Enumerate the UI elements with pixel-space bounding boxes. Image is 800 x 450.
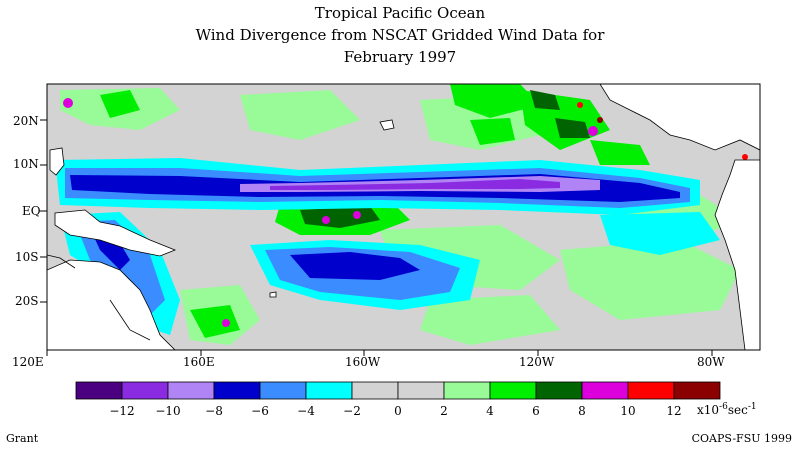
- colorbar-tick-label: −10: [155, 404, 180, 418]
- author-label: Grant: [6, 432, 39, 445]
- colorbar-swatch: [535, 381, 583, 400]
- colorbar-tick-label: −8: [205, 404, 223, 418]
- colorbar-tick-label: 12: [666, 404, 681, 418]
- colorbar-swatch: [259, 381, 307, 400]
- lon-label-160w: 160W: [345, 355, 381, 369]
- credit-label: COAPS-FSU 1999: [691, 432, 792, 445]
- colorbar-swatch: [121, 381, 169, 400]
- lat-label-20n: 20N: [13, 114, 39, 128]
- colorbar-tick-label: −4: [297, 404, 315, 418]
- colorbar-tick-label: −6: [251, 404, 269, 418]
- map-title-line1: Tropical Pacific Ocean: [314, 4, 486, 22]
- strong-convergence-patches: [300, 90, 590, 228]
- colorbar-tick-label: 0: [394, 404, 402, 418]
- colorbar: [75, 381, 721, 400]
- coastlines: [47, 254, 151, 341]
- colorbar-tick-labels: −12 −10 −8 −6 −4 −2 0 2 4 6 8 10 12: [109, 404, 681, 418]
- lat-label-eq: EQ: [22, 204, 41, 218]
- land-masses: [47, 84, 760, 350]
- colorbar-swatch: [75, 381, 123, 400]
- lon-label-120e: 120E: [12, 355, 44, 369]
- latitude-axis: 20N 10N EQ 10S 20S: [13, 114, 47, 308]
- itcz-core: [270, 179, 560, 190]
- map-title-line2: Wind Divergence from NSCAT Gridded Wind …: [195, 26, 605, 44]
- lon-label-80w: 80W: [697, 355, 725, 369]
- lat-label-10n: 10N: [13, 157, 39, 171]
- colorbar-tick-label: 10: [620, 404, 635, 418]
- colorbar-tick-label: 4: [486, 404, 494, 418]
- colorbar-swatch: [305, 381, 353, 400]
- colorbar-tick-label: 2: [440, 404, 448, 418]
- map-title-line3: February 1997: [343, 48, 457, 66]
- lon-label-120w: 120W: [519, 355, 555, 369]
- colorbar-tick-label: 8: [578, 404, 586, 418]
- lon-label-160e: 160E: [183, 355, 215, 369]
- map-field: [47, 84, 760, 350]
- colorbar-unit-label: x10-6sec-1: [697, 402, 757, 417]
- colorbar-tick-label: −2: [343, 404, 361, 418]
- colorbar-swatch: [213, 381, 261, 400]
- colorbar-swatch: [489, 381, 537, 400]
- colorbar-tick-label: 6: [532, 404, 540, 418]
- colorbar-swatch: [627, 381, 675, 400]
- colorbar-tick-label: −12: [109, 404, 134, 418]
- extreme-spots: [63, 98, 748, 327]
- colorbar-swatch: [167, 381, 215, 400]
- colorbar-swatch: [673, 381, 721, 400]
- lat-label-10s: 10S: [15, 250, 39, 264]
- colorbar-swatch: [397, 381, 445, 400]
- lat-label-20s: 20S: [15, 294, 39, 308]
- colorbar-swatch: [581, 381, 629, 400]
- map-frame: [46, 83, 761, 351]
- longitude-axis: 120E 160E 160W 120W 80W: [12, 350, 725, 369]
- colorbar-swatch: [443, 381, 491, 400]
- colorbar-swatch: [351, 381, 399, 400]
